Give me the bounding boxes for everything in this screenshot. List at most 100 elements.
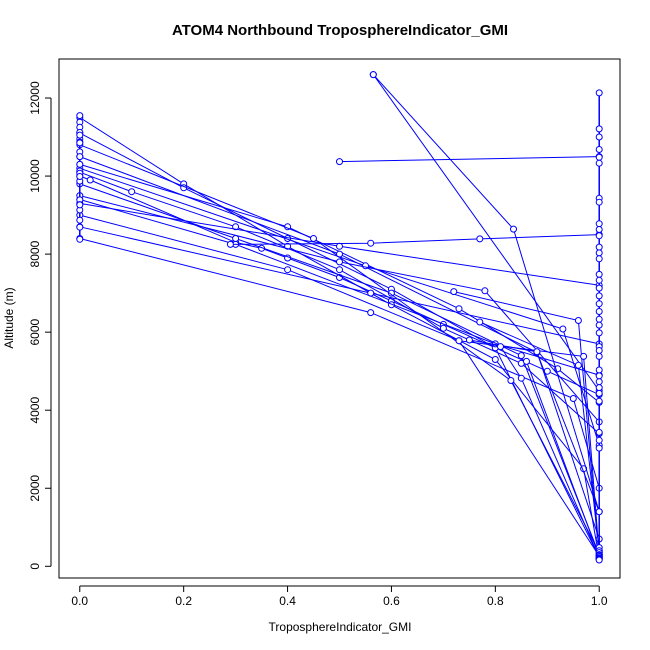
series-line	[526, 361, 600, 557]
data-point	[595, 378, 603, 386]
data-point	[595, 270, 603, 278]
data-point	[595, 321, 603, 329]
data-point	[559, 325, 567, 333]
data-point	[336, 242, 343, 250]
plot-frame	[58, 58, 621, 579]
data-point	[128, 188, 136, 196]
y-tick-label: 8000	[28, 240, 42, 267]
data-point	[367, 309, 375, 317]
data-point	[517, 374, 525, 382]
series-line	[79, 214, 600, 557]
data-point	[450, 288, 458, 296]
data-point	[284, 266, 292, 274]
series-15	[226, 231, 603, 248]
data-point	[595, 372, 603, 380]
data-point	[595, 153, 603, 161]
x-tick-label: 0.4	[279, 594, 296, 608]
data-point	[336, 266, 343, 274]
chart-title: ATOM4 Northbound TroposphereIndicator_GM…	[172, 22, 508, 39]
data-point	[595, 352, 603, 360]
data-point	[517, 352, 525, 360]
data-point	[523, 357, 530, 365]
series-line	[79, 199, 600, 376]
data-point	[76, 216, 84, 224]
data-point	[76, 160, 84, 168]
data-point	[595, 159, 603, 167]
data-point	[595, 347, 603, 354]
y-tick-label: 0	[28, 563, 42, 570]
data-point	[595, 508, 603, 516]
x-tick-label: 1.0	[591, 594, 608, 608]
series-line	[372, 74, 600, 391]
x-tick-label: 0.0	[71, 594, 88, 608]
data-point	[455, 305, 463, 313]
data-point	[76, 153, 84, 161]
y-axis: 0 2000 4000 6000 8000 10000 12000	[28, 81, 52, 570]
data-point	[595, 300, 603, 308]
series-line	[79, 156, 600, 512]
data-point	[595, 284, 603, 292]
series-25	[76, 112, 84, 243]
data-point	[595, 436, 603, 444]
data-point	[574, 361, 582, 369]
y-axis-title: Altitude (m)	[2, 287, 16, 348]
x-tick-label: 0.6	[383, 594, 400, 608]
data-point	[595, 366, 603, 374]
y-tick-label: 2000	[28, 475, 42, 502]
data-point	[595, 444, 603, 452]
series-line	[79, 144, 600, 553]
data-point	[595, 315, 603, 323]
data-point	[76, 139, 84, 147]
data-point	[595, 220, 603, 228]
y-tick-label: 12000	[28, 81, 42, 115]
data-point	[595, 292, 603, 300]
data-point	[439, 324, 447, 332]
data-point	[595, 276, 603, 284]
data-point	[491, 356, 499, 363]
data-point	[595, 384, 603, 392]
x-tick-label: 0.8	[487, 594, 504, 608]
data-point	[595, 389, 603, 397]
data-point	[310, 235, 317, 242]
data-point	[595, 428, 603, 436]
series-21	[465, 336, 603, 543]
data-point	[533, 348, 541, 356]
data-point	[369, 71, 377, 79]
data-point	[595, 146, 603, 153]
data-point	[595, 133, 603, 141]
series-26	[595, 89, 603, 564]
x-axis: 0.0 0.2 0.4 0.6 0.8 1.0	[71, 585, 608, 608]
series-layer	[76, 71, 603, 564]
y-tick-label: 4000	[28, 397, 42, 424]
data-point	[336, 158, 343, 166]
data-point	[76, 173, 84, 180]
data-point	[76, 235, 84, 243]
data-point	[336, 258, 343, 266]
data-point	[595, 198, 603, 206]
data-point	[595, 89, 603, 97]
data-point	[595, 329, 603, 337]
y-tick-label: 6000	[28, 318, 42, 345]
data-point	[76, 201, 84, 209]
data-point	[86, 176, 94, 184]
data-point	[569, 395, 577, 402]
series-line	[79, 238, 600, 489]
series-line	[230, 234, 600, 245]
data-point	[510, 225, 517, 233]
data-point	[595, 232, 603, 240]
data-point	[455, 337, 463, 345]
data-point	[232, 223, 240, 231]
series-line	[339, 156, 600, 163]
data-point	[595, 249, 603, 257]
data-point	[580, 352, 588, 360]
data-point	[481, 287, 489, 295]
x-tick-label: 0.2	[175, 594, 192, 608]
data-point	[574, 317, 582, 324]
data-point	[595, 125, 603, 133]
data-point	[595, 556, 603, 564]
data-point	[367, 239, 375, 247]
data-point	[595, 308, 603, 315]
data-point	[76, 223, 84, 231]
